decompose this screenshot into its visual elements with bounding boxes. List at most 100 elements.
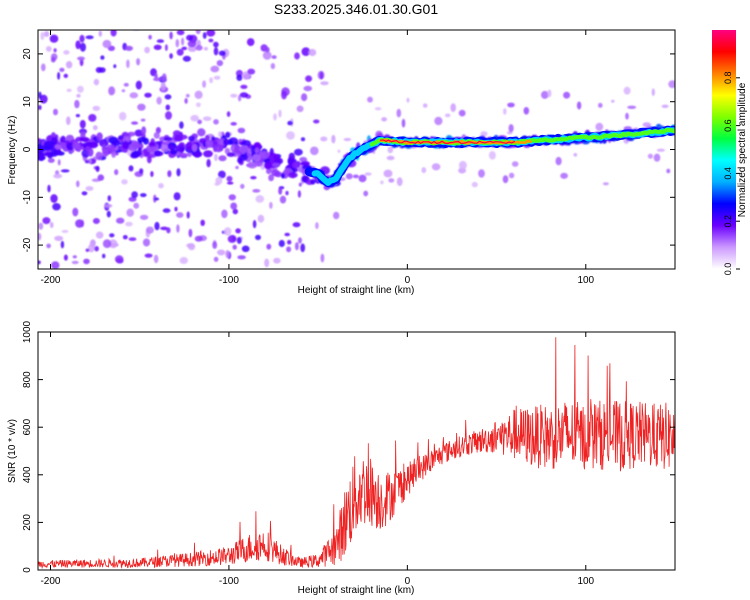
spectral-blob xyxy=(153,132,160,139)
spectral-blob xyxy=(176,48,184,56)
spectral-blob xyxy=(213,119,219,125)
spectral-blob xyxy=(185,93,190,98)
spectral-blob xyxy=(116,258,124,264)
colorbar-tick-label: 0.2 xyxy=(723,215,733,228)
spectral-blob xyxy=(197,128,206,137)
y-tick-label: 20 xyxy=(22,48,33,60)
spectral-blob xyxy=(213,75,221,80)
spectral-blob xyxy=(273,257,281,264)
spectral-blob xyxy=(188,135,195,142)
spectral-blob xyxy=(333,211,340,220)
spectral-blob xyxy=(239,92,249,98)
spectral-blob xyxy=(38,260,41,265)
spectral-blob xyxy=(60,169,70,173)
spectral-blob xyxy=(292,222,301,228)
spectral-blob xyxy=(226,175,233,182)
spectral-blob xyxy=(661,104,669,109)
spectral-blob xyxy=(227,234,237,243)
spectral-blob xyxy=(176,30,185,36)
spectral-blob xyxy=(84,159,90,164)
spectral-blob xyxy=(602,182,609,186)
snr-x-label: Height of straight line (km) xyxy=(298,585,415,596)
spectral-blob xyxy=(194,235,203,242)
spectral-blob xyxy=(217,249,226,256)
spectral-blob xyxy=(364,172,372,176)
spectral-blob xyxy=(176,168,181,177)
spectral-blob xyxy=(144,46,151,54)
spectral-blob xyxy=(221,209,228,219)
spectral-blob xyxy=(343,137,352,142)
spectral-blob xyxy=(205,139,213,148)
spectral-blob xyxy=(45,144,51,151)
spectral-blob xyxy=(134,129,144,137)
spectral-blob xyxy=(111,151,116,158)
spectral-blob xyxy=(288,152,295,162)
spectral-blob xyxy=(49,150,59,157)
spectral-blob xyxy=(480,131,488,137)
spectral-blob xyxy=(98,30,103,37)
spectral-blob xyxy=(240,84,248,89)
spectral-blob xyxy=(319,71,324,80)
spectral-blob xyxy=(508,124,514,133)
spectral-blob xyxy=(200,219,205,226)
spectral-blob xyxy=(184,98,188,104)
spectral-blob xyxy=(80,131,86,139)
spectral-blob xyxy=(53,48,57,53)
spectral-blob xyxy=(160,143,170,152)
spectral-blob xyxy=(287,239,292,245)
spectral-blob xyxy=(125,45,133,51)
spectral-blob xyxy=(75,114,80,118)
spectral-blob xyxy=(266,168,272,175)
spectral-blob xyxy=(653,153,661,162)
spectral-blob xyxy=(232,244,237,250)
snr-y-ticks: 0 200 400 600 800 1000 xyxy=(22,320,675,573)
spectral-blob xyxy=(298,237,302,244)
spectral-blob xyxy=(264,258,270,268)
spectral-blob xyxy=(284,232,291,237)
spectral-blob xyxy=(216,23,220,29)
spectral-blob xyxy=(81,191,88,196)
spectral-blob xyxy=(46,243,51,249)
spectral-blob xyxy=(547,89,552,98)
spectral-blob xyxy=(353,174,359,179)
spectral-blob xyxy=(45,46,52,52)
snr-panel: -200 -100 0 100 0 200 400 600 800 1000 Height of… xyxy=(7,320,676,596)
spectral-blob xyxy=(195,30,201,35)
spectral-blob xyxy=(148,141,156,148)
spectral-blob xyxy=(286,131,295,140)
spectral-blob xyxy=(66,143,74,151)
spectral-ridge xyxy=(380,139,515,145)
spectral-blob xyxy=(131,121,139,125)
spectral-blob xyxy=(255,234,261,241)
spectral-blob xyxy=(211,136,216,141)
snr-y-label: SNR (10 * v/v) xyxy=(7,419,18,483)
spectral-blob xyxy=(190,114,199,122)
spectral-blob xyxy=(226,152,236,157)
spectral-blob xyxy=(140,118,146,122)
spectral-blob xyxy=(42,217,51,225)
spectral-blob xyxy=(257,214,265,223)
x-tick-label: 100 xyxy=(577,275,594,286)
spectral-blob xyxy=(281,90,287,100)
spectral-blob xyxy=(162,208,171,213)
spectral-blob xyxy=(380,180,384,185)
spectral-blob xyxy=(121,89,126,93)
spectral-blob xyxy=(72,207,79,217)
colorbar-tick-label: 0.6 xyxy=(723,119,733,132)
spectral-blob xyxy=(104,204,113,208)
spectral-blob xyxy=(358,174,367,183)
spectral-blob xyxy=(139,168,144,174)
spectral-blob xyxy=(576,101,582,110)
spectral-blob xyxy=(48,141,57,146)
spectral-blob xyxy=(182,55,191,62)
spectral-blob xyxy=(235,165,239,170)
spectral-blob xyxy=(240,183,245,189)
spectral-blob xyxy=(79,34,85,43)
spectral-blob xyxy=(92,218,100,224)
spectral-blob xyxy=(88,243,95,253)
spectral-blob xyxy=(331,134,336,144)
spectral-blob xyxy=(63,73,68,78)
spectral-blob xyxy=(145,226,154,234)
spectral-blob xyxy=(203,150,213,158)
spectral-blob xyxy=(274,171,283,178)
